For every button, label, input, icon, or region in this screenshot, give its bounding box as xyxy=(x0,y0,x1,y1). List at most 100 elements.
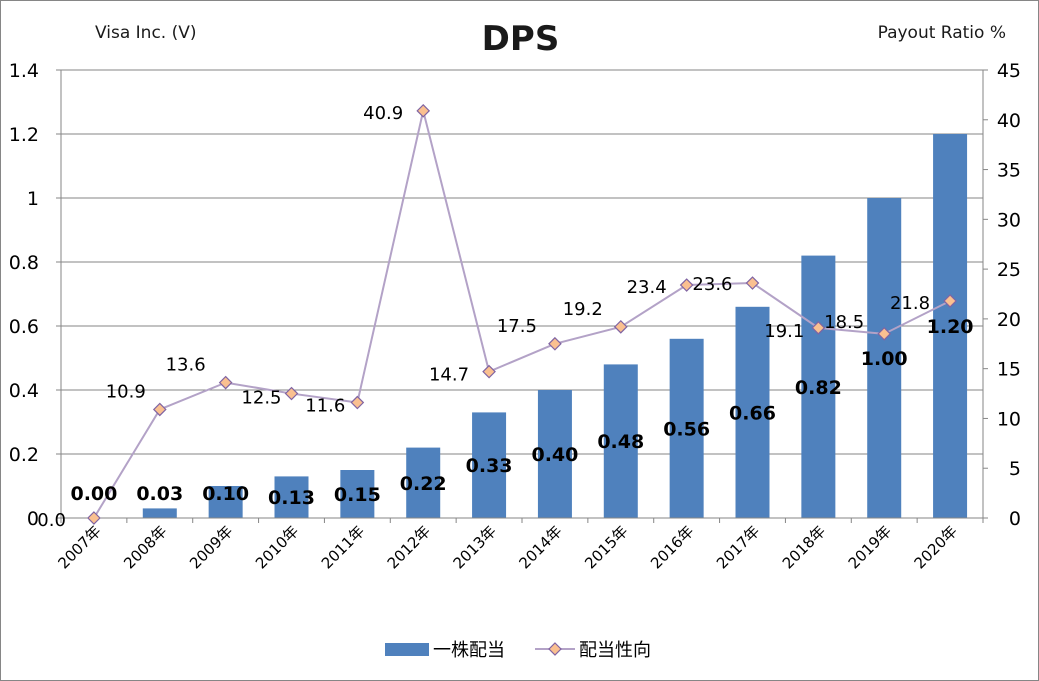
right-tick-label: 45 xyxy=(997,60,1021,82)
bar-data-label: 1.00 xyxy=(861,348,908,370)
line-data-label: 12.5 xyxy=(241,388,281,409)
bar xyxy=(735,306,770,518)
company-label: Visa Inc. (V) xyxy=(95,23,197,43)
payout-ratio-marker xyxy=(218,375,233,390)
legend-line-label: 配当性向 xyxy=(579,640,651,661)
payout-ratio-marker xyxy=(350,395,365,410)
bar xyxy=(603,364,638,518)
bar-data-label: 0.33 xyxy=(466,455,513,477)
bar-data-label: 0.56 xyxy=(663,418,710,440)
x-tick-label: 2008年 xyxy=(120,522,170,572)
payout-ratio-marker xyxy=(416,103,431,118)
bar-data-label: 0.48 xyxy=(597,431,644,453)
bar-data-label: 0.13 xyxy=(268,487,315,509)
payout-ratio-marker xyxy=(877,326,892,341)
line-data-label: 11.6 xyxy=(305,396,345,417)
line-data-label: 13.6 xyxy=(166,355,206,376)
left-tick-label: 0.6 xyxy=(9,316,39,338)
left-tick-label: 1.2 xyxy=(9,124,39,146)
x-tick-label: 2012年 xyxy=(384,522,434,572)
bar xyxy=(472,412,507,518)
chart-title: DPS xyxy=(481,19,560,59)
x-tick-label: 2009年 xyxy=(186,522,236,572)
payout-ratio-marker xyxy=(811,321,826,335)
right-tick-label: 20 xyxy=(997,309,1021,331)
line-data-label: 14.7 xyxy=(429,365,469,386)
line-data-label: 40.9 xyxy=(363,103,403,124)
bar xyxy=(669,338,704,518)
x-tick-label: 2010年 xyxy=(252,522,302,572)
line-data-label: 17.5 xyxy=(497,316,537,337)
line-data-label: 23.6 xyxy=(692,274,732,295)
line-data-labels: 0.0 10.9 13.6 12.5 11.6 40.9 14.7 17.5 19.2 23.4 2… xyxy=(37,103,930,531)
left-tick-label: 0.4 xyxy=(9,380,39,402)
payout-ratio-marker xyxy=(482,364,496,379)
payout-ratio-marker xyxy=(87,511,101,525)
line-data-label: 19.2 xyxy=(563,299,603,320)
bar-data-label: 0.10 xyxy=(202,483,249,505)
payout-ratio-marker xyxy=(152,402,167,417)
x-tick-label: 2016年 xyxy=(647,522,697,572)
left-tick-label: 0.8 xyxy=(9,252,39,274)
x-tick-label: 2018年 xyxy=(779,522,829,572)
right-tick-label: 10 xyxy=(997,408,1021,430)
line-series xyxy=(87,103,957,525)
payout-ratio-marker xyxy=(613,320,628,334)
bar-data-label: 0.40 xyxy=(531,444,578,466)
left-tick-label: 1.4 xyxy=(9,60,39,82)
bar-data-label: 0.22 xyxy=(400,473,447,495)
line-data-label: 10.9 xyxy=(106,381,146,402)
bar-data-label: 0.15 xyxy=(334,484,381,506)
payout-ratio-marker xyxy=(745,276,760,290)
line-data-label: 23.4 xyxy=(627,277,667,298)
payout-ratio-marker xyxy=(548,336,562,351)
payout-ratio-line xyxy=(93,110,951,519)
right-tick-label: 25 xyxy=(997,259,1021,281)
x-tick-label: 2011年 xyxy=(318,522,368,572)
line-data-label: 0.0 xyxy=(37,510,66,531)
bar xyxy=(801,255,836,518)
payout-ratio-marker xyxy=(943,294,957,308)
bar xyxy=(208,486,243,518)
right-tick-label: 40 xyxy=(997,110,1021,132)
x-tick-label: 2013年 xyxy=(450,522,500,572)
x-tick-label: 2014年 xyxy=(515,522,565,572)
left-tick-label: 1 xyxy=(27,188,39,210)
x-axis-ticks: 2007年 2008年 2009年 2010年 2011年 2012年 2013年 2014年… xyxy=(54,522,960,572)
right-tick-label: 5 xyxy=(1009,458,1021,480)
bar xyxy=(406,447,441,518)
left-axis-ticks: 0 0.2 0.4 0.6 0.8 1 1.2 1.4 xyxy=(9,60,39,530)
bar-data-label: 0.66 xyxy=(729,402,776,424)
bar-data-label: 1.20 xyxy=(927,316,974,338)
x-tick-label: 2019年 xyxy=(845,522,895,572)
gridlines xyxy=(61,69,983,519)
right-tick-label: 35 xyxy=(997,160,1021,182)
line-data-label: 19.1 xyxy=(764,321,804,342)
payout-ratio-marker xyxy=(679,278,694,292)
payout-ratio-marker xyxy=(284,386,299,401)
left-tick-label: 0.2 xyxy=(9,444,39,466)
right-axis-ticks: 0 5 10 15 20 25 30 35 40 45 xyxy=(997,60,1021,530)
bar xyxy=(142,508,177,518)
x-tick-label: 2017年 xyxy=(713,522,763,572)
legend-bar-label: 一株配当 xyxy=(433,640,505,661)
bar xyxy=(537,390,572,518)
right-tick-label: 0 xyxy=(1009,508,1021,530)
left-tick-label: 0 xyxy=(27,508,39,530)
line-data-label: 21.8 xyxy=(890,293,930,314)
x-tick-label: 2020年 xyxy=(911,522,961,572)
legend-bar-swatch xyxy=(385,643,429,656)
right-tick-label: 15 xyxy=(997,359,1021,381)
legend: 一株配当 配当性向 xyxy=(385,640,651,661)
bar-data-label: 0.00 xyxy=(70,483,117,505)
bar-data-label: 0.03 xyxy=(136,483,183,505)
line-data-label: 18.5 xyxy=(824,312,864,333)
bar xyxy=(867,198,902,518)
bar-data-label: 0.82 xyxy=(795,377,842,399)
right-axis-title: Payout Ratio % xyxy=(877,23,1006,43)
bar xyxy=(340,470,375,518)
bar xyxy=(933,134,968,518)
bar xyxy=(274,476,309,518)
